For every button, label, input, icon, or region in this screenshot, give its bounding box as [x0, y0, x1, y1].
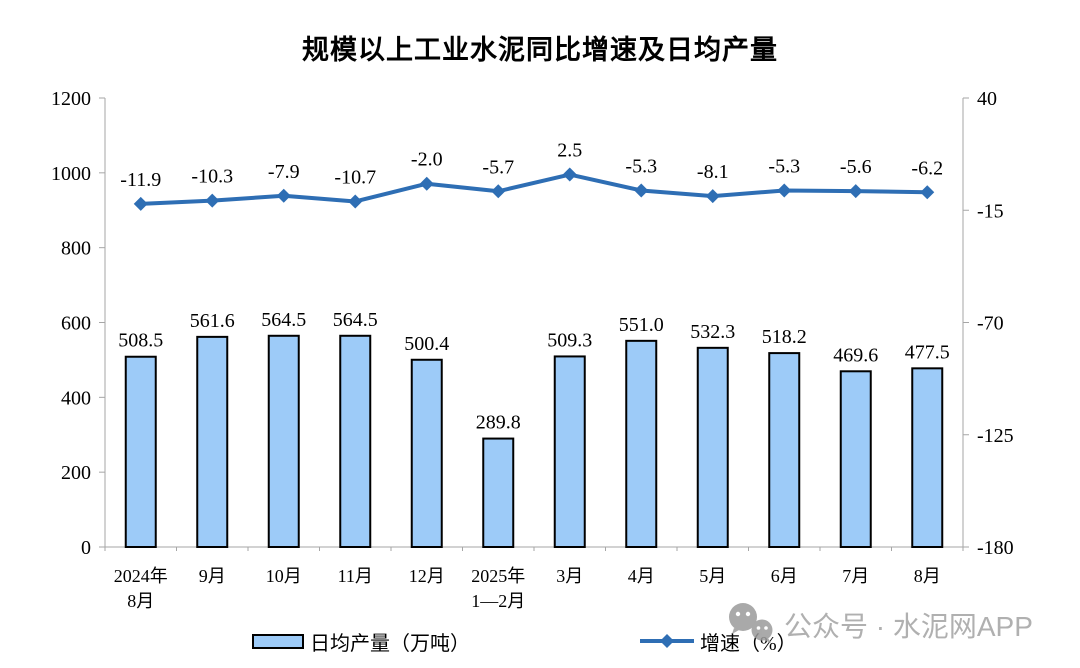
bar-value-label: 289.8: [476, 412, 521, 434]
bar-swatch-icon: [252, 633, 304, 649]
bar: [696, 346, 729, 548]
legend-item-daily-output: 日均产量（万吨）: [252, 626, 470, 656]
legend-line-label: 增速（%）: [700, 632, 797, 655]
line-value-label: -11.9: [120, 169, 161, 191]
x-category-label: 4月: [628, 566, 655, 586]
bar-value-label: 508.5: [118, 330, 163, 352]
x-category-label: 5月: [699, 566, 726, 586]
bar-value-label: 551.0: [619, 314, 664, 336]
chart-title: 规模以上工业水泥同比增速及日均产量: [302, 35, 778, 65]
axis-labels: 0 200 400 600 800 1000 1200 40 -15 -70 -125 -180 202…: [51, 88, 1014, 611]
bar: [267, 334, 300, 549]
bar: [553, 355, 586, 548]
right-tick-label: -15: [977, 200, 1004, 222]
bar-value-label: 509.3: [547, 329, 592, 351]
line-marker: [920, 185, 935, 200]
bar: [625, 339, 658, 548]
line-value-label: -10.7: [334, 166, 376, 188]
x-category-label: 2025年: [471, 566, 525, 586]
left-tick-label: 800: [61, 238, 91, 260]
line-value-label: -2.0: [411, 149, 443, 171]
growth-line-group: -11.9 -10.3 -7.9 -10.7 -2.0 -5.7 2.5 -5.3 -8.1 -5…: [120, 140, 943, 211]
bar: [124, 355, 157, 548]
bar: [911, 367, 944, 548]
right-tick-label: 40: [977, 88, 997, 110]
left-tick-label: 600: [61, 313, 91, 335]
line-value-label: -5.6: [840, 156, 872, 178]
line-value-label: -7.9: [268, 161, 300, 183]
bar-value-label: 500.4: [404, 333, 449, 355]
line-marker: [777, 183, 792, 198]
left-tick-label: 1200: [51, 88, 91, 110]
x-category-label: 9月: [199, 566, 226, 586]
chart-legend: 日均产量（万吨） 增速（%）: [0, 626, 1080, 656]
bar-value-label: 564.5: [333, 309, 378, 331]
line-marker: [562, 167, 577, 182]
bar: [196, 335, 229, 549]
line-marker: [419, 176, 434, 191]
right-tick-label: -125: [977, 425, 1014, 447]
left-tick-label: 400: [61, 387, 91, 409]
line-marker: [348, 194, 363, 209]
bar: [768, 352, 801, 549]
bar-value-label: 469.6: [833, 344, 878, 366]
bar: [410, 358, 443, 548]
line-marker: [276, 188, 291, 203]
line-marker: [205, 193, 220, 208]
axes: [99, 97, 969, 551]
left-tick-label: 1000: [51, 163, 91, 185]
line-value-label: -5.3: [625, 155, 657, 177]
bar: [839, 370, 872, 548]
line-marker: [848, 184, 863, 199]
right-tick-label: -70: [977, 313, 1004, 335]
line-value-label: -6.2: [911, 157, 943, 179]
bars-group: 508.5 561.6 564.5 564.5 500.4 289.8 509.3 551.0…: [118, 309, 950, 549]
x-category-label: 1—2月: [471, 591, 525, 611]
x-category-label: 11月: [338, 566, 373, 586]
legend-bar-label: 日均产量（万吨）: [310, 632, 470, 655]
line-swatch-icon: [640, 634, 694, 648]
line-marker: [491, 184, 506, 199]
x-category-label: 6月: [771, 566, 798, 586]
x-category-label: 7月: [842, 566, 869, 586]
x-category-label: 8月: [127, 591, 154, 611]
bar-value-label: 477.5: [905, 341, 950, 363]
bar-value-label: 518.2: [762, 326, 807, 348]
x-category-label: 2024年: [114, 566, 168, 586]
line-marker: [634, 183, 649, 198]
bar: [339, 334, 372, 549]
x-category-label: 12月: [409, 566, 445, 586]
line-value-label: -5.3: [768, 155, 800, 177]
line-value-label: -8.1: [697, 161, 729, 183]
line-value-label: 2.5: [557, 140, 582, 162]
growth-line: [138, 172, 930, 206]
right-tick-label: -180: [977, 537, 1014, 559]
left-tick-label: 0: [81, 537, 91, 559]
line-value-label: -10.3: [191, 166, 233, 188]
line-marker: [705, 189, 720, 204]
bar-value-label: 564.5: [261, 309, 306, 331]
line-marker: [133, 196, 148, 211]
legend-item-growth-rate: 增速（%）: [640, 626, 797, 656]
bar-value-label: 532.3: [690, 321, 735, 343]
x-category-label: 3月: [556, 566, 583, 586]
left-tick-label: 200: [61, 462, 91, 484]
line-value-label: -5.7: [482, 156, 514, 178]
x-category-label: 8月: [914, 566, 941, 586]
x-category-label: 10月: [266, 566, 302, 586]
bar: [482, 437, 515, 548]
bar-value-label: 561.6: [190, 310, 235, 332]
